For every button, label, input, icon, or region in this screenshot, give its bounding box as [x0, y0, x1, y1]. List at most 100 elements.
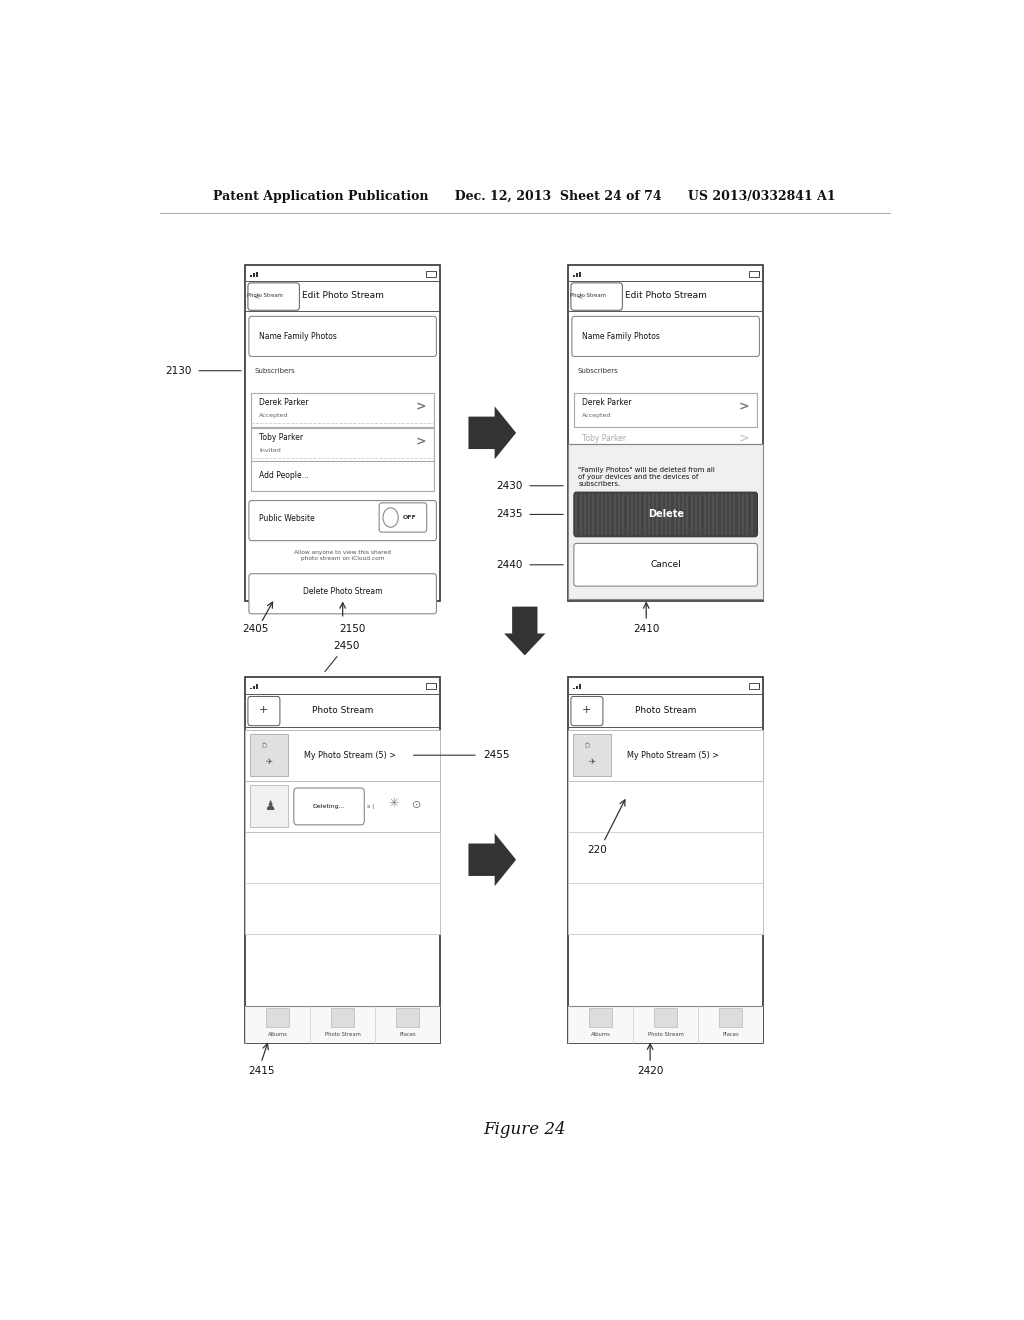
FancyBboxPatch shape — [249, 500, 436, 541]
Bar — [253, 686, 255, 689]
FancyBboxPatch shape — [251, 428, 434, 462]
Bar — [250, 275, 252, 277]
Text: 2440: 2440 — [496, 560, 522, 570]
Text: D̃: D̃ — [261, 743, 266, 748]
Text: Figure 24: Figure 24 — [483, 1121, 566, 1138]
Text: ♟: ♟ — [263, 800, 274, 813]
Text: +: + — [259, 705, 268, 715]
Text: My Photo Stream (5) >: My Photo Stream (5) > — [304, 751, 396, 760]
Bar — [568, 730, 763, 781]
Bar — [568, 832, 763, 883]
Text: 2420: 2420 — [637, 1067, 664, 1076]
Text: ✈: ✈ — [589, 756, 596, 766]
FancyBboxPatch shape — [246, 677, 440, 1043]
Bar — [256, 684, 258, 689]
FancyBboxPatch shape — [251, 392, 434, 426]
Bar — [331, 1008, 354, 1027]
Text: Invited: Invited — [259, 449, 281, 453]
Text: Patent Application Publication      Dec. 12, 2013  Sheet 24 of 74      US 2013/0: Patent Application Publication Dec. 12, … — [213, 190, 837, 202]
Polygon shape — [468, 833, 516, 886]
FancyBboxPatch shape — [571, 317, 760, 356]
Bar — [396, 1008, 420, 1027]
Bar — [579, 684, 581, 689]
FancyBboxPatch shape — [571, 282, 623, 310]
Text: Toby Parker: Toby Parker — [259, 433, 303, 442]
Bar — [426, 271, 436, 277]
Text: 2130: 2130 — [165, 366, 191, 376]
Text: Photo Stream: Photo Stream — [312, 706, 374, 715]
Text: ✳: ✳ — [388, 797, 398, 810]
Text: Delete Photo Stream: Delete Photo Stream — [303, 587, 382, 595]
Text: OFF: OFF — [402, 515, 416, 520]
Text: Derek Parker: Derek Parker — [259, 399, 308, 407]
Bar — [246, 781, 440, 832]
Text: D̃: D̃ — [584, 743, 589, 748]
Bar — [250, 688, 252, 689]
FancyBboxPatch shape — [294, 788, 365, 825]
Bar — [749, 271, 760, 277]
Bar — [246, 730, 440, 781]
Bar — [256, 272, 258, 277]
Text: Subscribers: Subscribers — [578, 368, 617, 374]
Bar — [579, 272, 581, 277]
Bar — [253, 273, 255, 277]
Text: 2430: 2430 — [496, 480, 522, 491]
FancyBboxPatch shape — [249, 317, 436, 356]
Polygon shape — [504, 607, 546, 656]
Text: Deleting...: Deleting... — [312, 804, 345, 809]
FancyBboxPatch shape — [248, 282, 299, 310]
Bar — [250, 734, 288, 776]
Text: 2435: 2435 — [496, 510, 522, 520]
Bar — [654, 1008, 677, 1027]
Text: Public Website: Public Website — [259, 513, 314, 523]
Bar — [575, 273, 578, 277]
Text: 220: 220 — [588, 845, 607, 855]
Text: >: > — [738, 432, 749, 445]
Text: >: > — [415, 401, 426, 413]
FancyBboxPatch shape — [249, 574, 436, 614]
Text: Albums: Albums — [267, 1032, 288, 1038]
Bar — [719, 1008, 742, 1027]
Bar — [568, 445, 763, 598]
Text: Cancel: Cancel — [650, 560, 681, 569]
FancyBboxPatch shape — [568, 677, 763, 1043]
Bar — [246, 1006, 440, 1043]
FancyBboxPatch shape — [379, 503, 427, 532]
Bar — [246, 832, 440, 883]
Text: Accepted: Accepted — [582, 413, 611, 418]
Bar — [572, 275, 574, 277]
Text: My Photo Stream (5) >: My Photo Stream (5) > — [627, 751, 719, 760]
Bar — [250, 785, 288, 828]
Text: Edit Photo Stream: Edit Photo Stream — [625, 292, 707, 301]
Text: Add People...: Add People... — [259, 471, 309, 480]
Bar — [568, 1006, 763, 1043]
Text: Photo Stream: Photo Stream — [648, 1032, 684, 1038]
Text: Allow anyone to view this shared
photo stream on iCloud.com: Allow anyone to view this shared photo s… — [294, 549, 391, 561]
Polygon shape — [468, 407, 516, 459]
Text: Photo Stream: Photo Stream — [635, 706, 696, 715]
Bar — [749, 682, 760, 689]
Text: 2150: 2150 — [339, 624, 366, 634]
FancyBboxPatch shape — [573, 492, 758, 537]
Bar — [266, 1008, 289, 1027]
FancyBboxPatch shape — [571, 697, 603, 726]
Bar — [575, 686, 578, 689]
FancyBboxPatch shape — [574, 392, 757, 426]
Text: 2405: 2405 — [242, 624, 268, 634]
Text: 2450: 2450 — [334, 642, 359, 651]
Text: ✈: ✈ — [266, 756, 272, 766]
FancyBboxPatch shape — [573, 544, 758, 586]
Bar — [426, 682, 436, 689]
Text: Subscribers: Subscribers — [254, 368, 295, 374]
Bar — [572, 688, 574, 689]
Text: +: + — [582, 705, 591, 715]
FancyBboxPatch shape — [248, 697, 280, 726]
Text: Places: Places — [722, 1032, 739, 1038]
Text: >: > — [415, 436, 426, 449]
Text: 2415: 2415 — [248, 1067, 274, 1076]
Circle shape — [383, 508, 398, 527]
Text: Accepted: Accepted — [259, 413, 289, 418]
Text: Photo Stream: Photo Stream — [247, 293, 283, 298]
Bar — [589, 1008, 612, 1027]
Text: Photo Stream: Photo Stream — [325, 1032, 360, 1038]
